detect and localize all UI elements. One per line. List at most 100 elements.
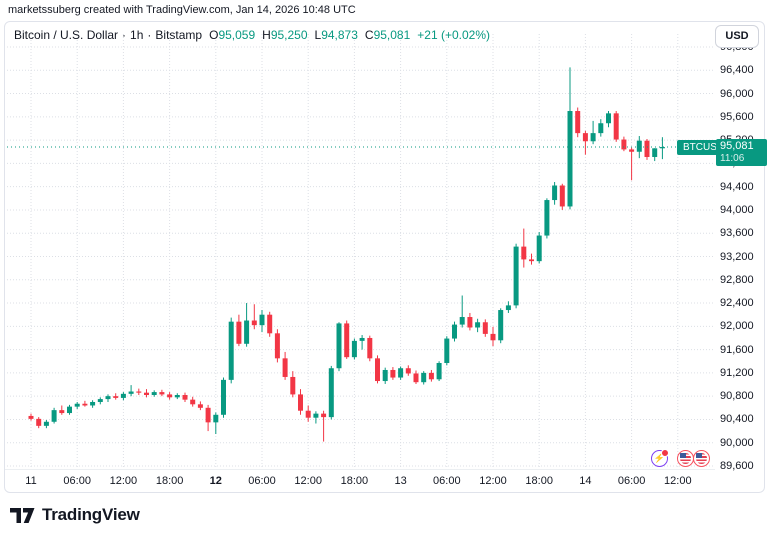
candle bbox=[398, 368, 404, 378]
candle bbox=[82, 403, 88, 406]
candle bbox=[490, 333, 496, 341]
candle bbox=[459, 317, 465, 325]
candle bbox=[467, 317, 473, 328]
current-price-badge: 95,081 11:06 bbox=[716, 139, 767, 167]
candle bbox=[74, 403, 80, 407]
candle bbox=[652, 148, 658, 157]
time-tick-label: 12:00 bbox=[664, 475, 692, 487]
candle bbox=[659, 147, 665, 149]
time-tick-label: 11 bbox=[25, 475, 37, 487]
tradingview-logo-icon[interactable] bbox=[10, 505, 35, 526]
price-tick-label: 96,000 bbox=[720, 87, 754, 100]
candle bbox=[221, 379, 226, 415]
price-tick-label: 89,600 bbox=[720, 460, 754, 472]
legend-separator: · bbox=[147, 28, 152, 42]
currency-toggle-button[interactable]: USD bbox=[715, 25, 759, 48]
ohlc-value: 95,250 bbox=[270, 28, 308, 42]
candle bbox=[644, 140, 650, 157]
candle bbox=[67, 406, 72, 414]
candle bbox=[405, 368, 411, 374]
candle bbox=[413, 373, 419, 383]
price-tick-label: 92,000 bbox=[720, 320, 754, 333]
symbol-title: Bitcoin / U.S. Dollar bbox=[14, 28, 119, 42]
candle bbox=[636, 140, 642, 152]
candle bbox=[305, 410, 311, 418]
candle bbox=[536, 235, 542, 262]
candle bbox=[390, 369, 396, 378]
ohlc-value: 94,873 bbox=[321, 28, 358, 42]
attribution-text: marketssuberg created with TradingView.c… bbox=[8, 4, 356, 16]
interval-label: 1h bbox=[130, 28, 144, 42]
price-tick-label: 95,600 bbox=[720, 110, 754, 123]
ohlc-values: O95,059 H95,250 L94,873 C95,081 bbox=[202, 28, 410, 42]
candle bbox=[552, 185, 558, 201]
us-economic-event-flag-icon[interactable] bbox=[677, 450, 694, 467]
candle bbox=[421, 372, 427, 383]
candle bbox=[259, 314, 265, 326]
candle bbox=[336, 323, 342, 369]
candle bbox=[567, 111, 573, 207]
ohlc-key: O bbox=[209, 28, 219, 42]
candle bbox=[590, 133, 596, 142]
candle bbox=[475, 322, 481, 328]
candle bbox=[174, 395, 180, 398]
candle bbox=[205, 407, 211, 423]
price-tick-label: 94,400 bbox=[720, 180, 754, 193]
time-tick-label: 13 bbox=[394, 475, 407, 487]
candle bbox=[582, 133, 588, 142]
price-tick-label: 93,600 bbox=[720, 227, 754, 240]
ohlc-key: C bbox=[364, 28, 374, 42]
price-tick-label: 96,400 bbox=[720, 64, 754, 77]
ohlc-key: H bbox=[262, 28, 271, 42]
candle bbox=[359, 337, 365, 341]
candle bbox=[321, 413, 327, 418]
time-tick-label: 18:00 bbox=[155, 475, 184, 487]
candle bbox=[36, 418, 42, 426]
candlestick-chart-pane[interactable] bbox=[5, 22, 717, 468]
legend-separator: · bbox=[122, 28, 127, 42]
current-price-value: 95,081 bbox=[720, 140, 754, 153]
candle bbox=[97, 399, 103, 402]
price-tick-label: 91,200 bbox=[720, 366, 754, 379]
candle bbox=[513, 246, 519, 306]
us-flag-stripes bbox=[680, 453, 691, 464]
candle bbox=[444, 338, 450, 363]
tradingview-logo-text[interactable]: TradingView bbox=[42, 505, 140, 524]
price-tick-label: 93,200 bbox=[720, 250, 754, 263]
candle bbox=[105, 396, 111, 400]
candle bbox=[90, 401, 96, 406]
us-flag-canton bbox=[696, 453, 702, 458]
time-tick-label: 12:00 bbox=[294, 475, 322, 487]
candle bbox=[621, 139, 627, 150]
crypto-event-lightning-icon[interactable]: ⚡ bbox=[651, 449, 669, 467]
candle bbox=[120, 393, 126, 398]
time-tick-label: 18:00 bbox=[525, 475, 553, 487]
time-tick-label: 12:00 bbox=[479, 475, 507, 487]
candle bbox=[613, 113, 619, 140]
time-tick-label: 06:00 bbox=[63, 475, 91, 487]
price-axis[interactable]: 96,80096,40096,00095,60095,20094,80094,4… bbox=[717, 22, 763, 472]
candle bbox=[382, 369, 388, 382]
candle bbox=[344, 323, 350, 358]
candle bbox=[197, 404, 203, 408]
bar-countdown: 11:06 bbox=[720, 153, 745, 165]
candle bbox=[213, 414, 219, 423]
candle bbox=[136, 391, 142, 393]
us-economic-event-flag-icon[interactable] bbox=[693, 450, 710, 467]
time-axis[interactable]: 11 06:00 12:00 18:00 12 06:00 12:00 18:00 13 06:0… bbox=[5, 469, 715, 492]
candle bbox=[282, 358, 288, 377]
time-tick-label: 18:00 bbox=[340, 475, 369, 487]
price-tick-label: 90,800 bbox=[720, 390, 754, 403]
candle bbox=[159, 392, 165, 395]
candle bbox=[606, 113, 611, 124]
candle bbox=[521, 246, 527, 260]
candle bbox=[544, 200, 550, 236]
time-tick-label: 14 bbox=[579, 475, 592, 487]
chart-legend: Bitcoin / U.S. Dollar · 1h · Bitstamp O95,059… bbox=[14, 28, 490, 42]
candle bbox=[59, 410, 65, 414]
candle bbox=[351, 340, 357, 358]
candle bbox=[167, 394, 173, 398]
price-tick-label: 90,400 bbox=[720, 413, 754, 426]
candle bbox=[128, 391, 134, 394]
candle bbox=[598, 123, 604, 134]
